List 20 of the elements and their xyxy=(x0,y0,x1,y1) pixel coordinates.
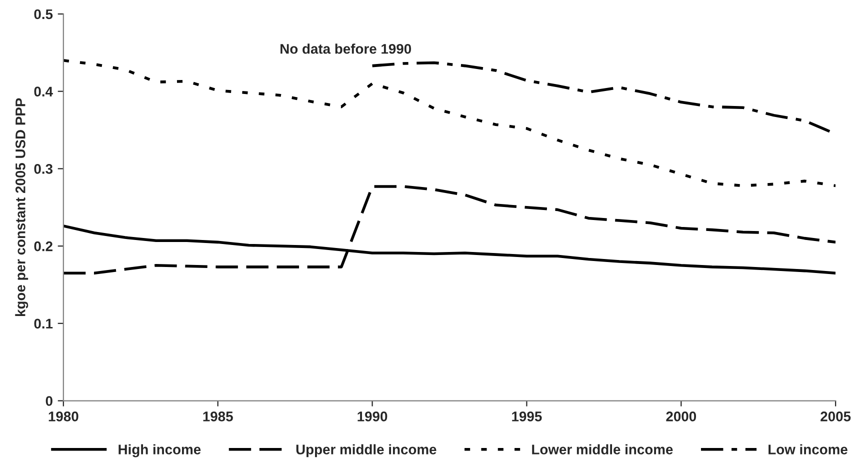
line-series xyxy=(63,185,836,275)
y-tick-label: 0.4 xyxy=(34,86,53,97)
y-tick-label: 0.1 xyxy=(34,318,53,329)
line-series xyxy=(63,59,836,188)
y-tick-label: 0 xyxy=(46,396,52,406)
y-axis-title: kgoe per constant 2005 USD PPP xyxy=(15,98,28,316)
y-tick-label: 0.5 xyxy=(34,9,53,20)
x-tick-label: 2005 xyxy=(820,412,851,422)
legend-label: High income xyxy=(118,444,201,458)
x-tick-label: 2000 xyxy=(666,412,696,422)
x-tick-label: 1980 xyxy=(48,412,78,422)
x-tick-label: 1990 xyxy=(358,412,388,422)
legend-label: Lower middle income xyxy=(532,444,673,454)
annotation: No data before 1990 xyxy=(280,44,412,54)
y-tick-label: 0.3 xyxy=(34,164,52,174)
legend-label: Low income xyxy=(768,444,848,454)
legend-label: Upper middle income xyxy=(296,444,436,458)
y-tick-label: 0.2 xyxy=(34,241,52,252)
x-tick-label: 1985 xyxy=(203,412,233,422)
x-tick-label: 1995 xyxy=(512,412,542,422)
